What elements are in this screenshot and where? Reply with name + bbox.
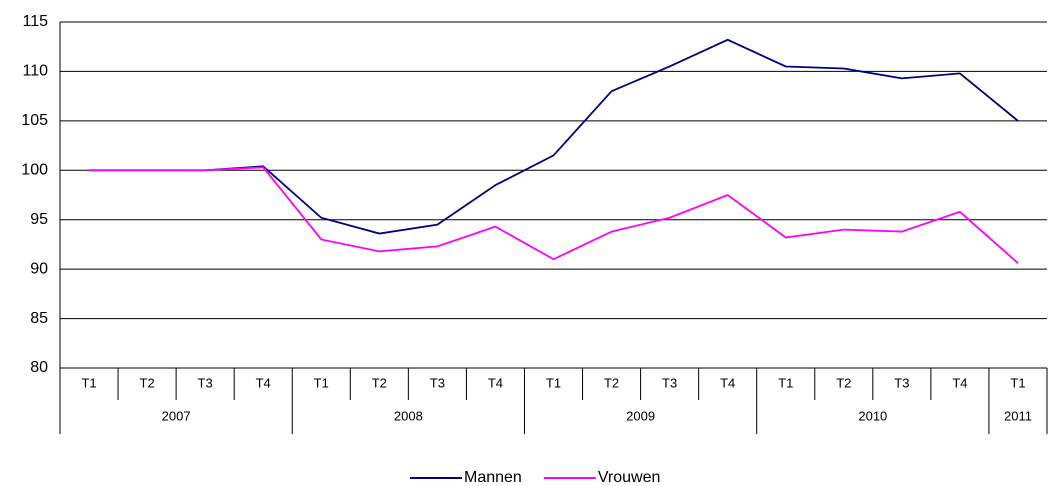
- y-tick-label: 115: [22, 13, 48, 30]
- year-label: 2008: [394, 408, 423, 423]
- x-tick-label: T3: [430, 375, 445, 390]
- legend-label: Vrouwen: [598, 469, 661, 486]
- x-tick-label: T4: [720, 375, 735, 390]
- x-tick-label: T1: [1010, 375, 1025, 390]
- x-tick-label: T3: [662, 375, 677, 390]
- year-label: 2007: [162, 408, 191, 423]
- y-tick-label: 105: [21, 112, 48, 129]
- x-tick-label: T2: [140, 375, 155, 390]
- x-tick-label: T1: [314, 375, 329, 390]
- year-label: 2011: [1004, 408, 1032, 423]
- y-tick-label: 95: [30, 211, 48, 228]
- y-tick-label: 90: [30, 260, 48, 277]
- y-tick-label: 110: [22, 63, 48, 80]
- x-tick-label: T1: [546, 375, 561, 390]
- y-tick-label: 100: [21, 162, 48, 179]
- x-tick-label: T1: [778, 375, 793, 390]
- x-tick-label: T3: [198, 375, 213, 390]
- x-tick-label: T3: [894, 375, 909, 390]
- x-tick-label: T4: [488, 375, 503, 390]
- x-tick-label: T2: [604, 375, 619, 390]
- year-label: 2010: [858, 408, 887, 423]
- y-tick-label: 80: [30, 359, 48, 376]
- line-series: [89, 166, 1019, 264]
- y-tick-label: 85: [30, 310, 48, 327]
- x-tick-label: T1: [81, 375, 96, 390]
- legend-label: Mannen: [464, 469, 522, 486]
- year-label: 2009: [626, 408, 655, 423]
- x-tick-label: T2: [372, 375, 387, 390]
- x-tick-label: T2: [836, 375, 851, 390]
- line-series: [89, 38, 1019, 235]
- x-tick-label: T4: [952, 375, 967, 390]
- x-tick-label: T4: [256, 375, 271, 390]
